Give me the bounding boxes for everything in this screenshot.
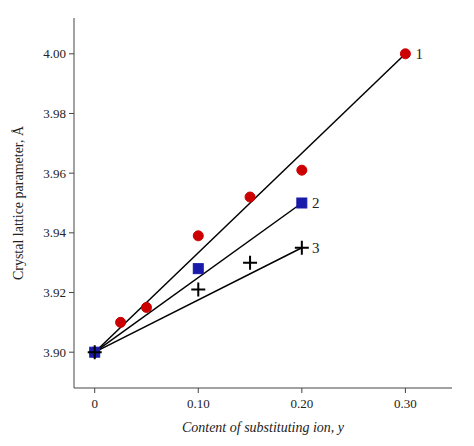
series-annotation: 3 xyxy=(312,240,320,256)
x-tick xyxy=(94,388,95,393)
x-tick-label: 0.20 xyxy=(290,396,313,411)
plot-area xyxy=(88,49,411,359)
y-tick xyxy=(69,173,74,174)
y-axis-line xyxy=(74,18,75,388)
y-tick xyxy=(69,113,74,114)
point xyxy=(243,256,257,270)
y-tick xyxy=(69,352,74,353)
series-annotation: 1 xyxy=(415,46,423,62)
chart: 0 0.10 0.20 0.30 3.90 3.92 3.94 3.96 3.98 4.00 Con… xyxy=(0,0,474,446)
x-tick xyxy=(198,388,199,393)
x-tick xyxy=(301,388,302,393)
y-tick-label: 3.90 xyxy=(43,345,66,360)
point xyxy=(297,165,307,175)
x-axis-label: Content of substituting ion, y xyxy=(182,420,345,435)
lines xyxy=(95,54,406,352)
y-tick-label: 3.96 xyxy=(43,166,66,181)
point xyxy=(193,264,203,274)
y-tick-label: 4.00 xyxy=(43,46,66,61)
point xyxy=(245,192,255,202)
point xyxy=(116,317,126,327)
point xyxy=(297,198,307,208)
x-tick-label: 0.30 xyxy=(394,396,417,411)
x-tick-label: 0.10 xyxy=(187,396,210,411)
y-tick-label: 3.94 xyxy=(43,225,66,240)
point xyxy=(193,231,203,241)
point xyxy=(141,302,151,312)
x-tick-label: 0 xyxy=(91,396,98,411)
y-tick xyxy=(69,232,74,233)
y-tick-label: 3.98 xyxy=(43,106,66,121)
markers xyxy=(88,49,411,359)
y-axis-label: Crystal lattice parameter, Å xyxy=(11,125,26,280)
point xyxy=(191,283,205,297)
point xyxy=(400,49,410,59)
x-axis-line xyxy=(74,388,452,389)
y-tick-label: 3.92 xyxy=(43,285,66,300)
series-annotation: 2 xyxy=(312,195,320,211)
fit-line xyxy=(95,248,302,352)
fit-line xyxy=(95,54,406,352)
fit-line xyxy=(95,203,302,352)
y-tick xyxy=(69,292,74,293)
x-tick xyxy=(405,388,406,393)
y-tick xyxy=(69,53,74,54)
point xyxy=(295,241,309,255)
point xyxy=(88,345,102,359)
